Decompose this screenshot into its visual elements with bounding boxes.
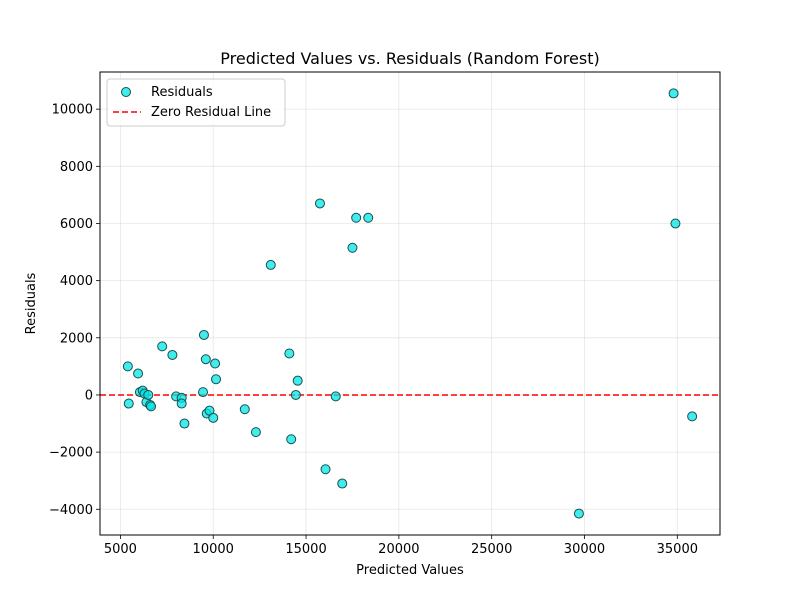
x-tick-label: 25000 xyxy=(471,542,512,557)
residual-point xyxy=(200,354,211,365)
residual-point xyxy=(320,464,331,475)
residual-point xyxy=(198,329,209,340)
y-axis-ticks: −4000 −2000 0 2000 4000 6000 8000 10000 xyxy=(49,103,100,518)
residual-point xyxy=(167,349,178,360)
residual-point xyxy=(179,418,190,429)
residual-point xyxy=(239,404,250,415)
y-tick-label: 2000 xyxy=(60,331,93,346)
y-tick-label: −4000 xyxy=(49,503,93,518)
residual-point xyxy=(337,478,348,489)
y-tick-label: 8000 xyxy=(60,160,93,175)
legend-label-zero-line: Zero Residual Line xyxy=(151,105,271,120)
residual-point xyxy=(265,259,276,270)
y-tick-label: 4000 xyxy=(60,274,93,289)
plot-frame xyxy=(99,71,721,536)
y-axis-label: Residuals xyxy=(24,272,39,334)
residual-point xyxy=(351,212,362,223)
legend-label-residuals: Residuals xyxy=(151,85,213,100)
residual-point xyxy=(292,375,303,386)
residual-point xyxy=(670,218,681,229)
residual-point xyxy=(284,348,295,359)
residual-point xyxy=(157,341,168,352)
legend: Residuals Zero Residual Line xyxy=(106,78,286,127)
legend-marker-residuals xyxy=(121,87,131,97)
residual-point xyxy=(290,389,301,400)
x-axis-ticks: 5000 10000 15000 20000 25000 30000 35000 xyxy=(104,535,698,557)
residual-point xyxy=(133,368,144,379)
scatter-points xyxy=(122,88,698,519)
residual-point xyxy=(123,398,134,409)
y-tick-label: 6000 xyxy=(60,217,93,232)
x-axis-label: Predicted Values xyxy=(356,563,464,578)
chart-title: Predicted Values vs. Residuals (Random F… xyxy=(220,49,599,68)
residual-point xyxy=(363,212,374,223)
residual-point xyxy=(347,242,358,253)
residual-point xyxy=(176,398,187,409)
y-tick-label: −2000 xyxy=(49,446,93,461)
residual-point xyxy=(687,411,698,422)
residual-point xyxy=(198,387,209,398)
y-tick-label: 10000 xyxy=(52,103,93,118)
x-tick-label: 10000 xyxy=(193,542,234,557)
residual-point xyxy=(122,361,133,372)
x-tick-label: 5000 xyxy=(104,542,137,557)
residual-point xyxy=(286,434,297,445)
residual-point xyxy=(314,198,325,209)
x-tick-label: 20000 xyxy=(378,542,419,557)
legend-box xyxy=(106,78,286,127)
residual-point xyxy=(250,427,261,438)
residual-point xyxy=(668,88,679,99)
x-tick-label: 30000 xyxy=(564,542,605,557)
residual-point xyxy=(210,358,221,369)
grid-lines xyxy=(100,72,720,535)
residual-point xyxy=(211,374,222,385)
x-tick-label: 15000 xyxy=(285,542,326,557)
residual-point xyxy=(330,391,341,402)
x-tick-label: 35000 xyxy=(657,542,698,557)
residual-point xyxy=(573,508,584,519)
residual-point xyxy=(146,401,157,412)
residual-point xyxy=(143,389,154,400)
residual-point xyxy=(208,412,219,423)
y-tick-label: 0 xyxy=(85,388,93,403)
